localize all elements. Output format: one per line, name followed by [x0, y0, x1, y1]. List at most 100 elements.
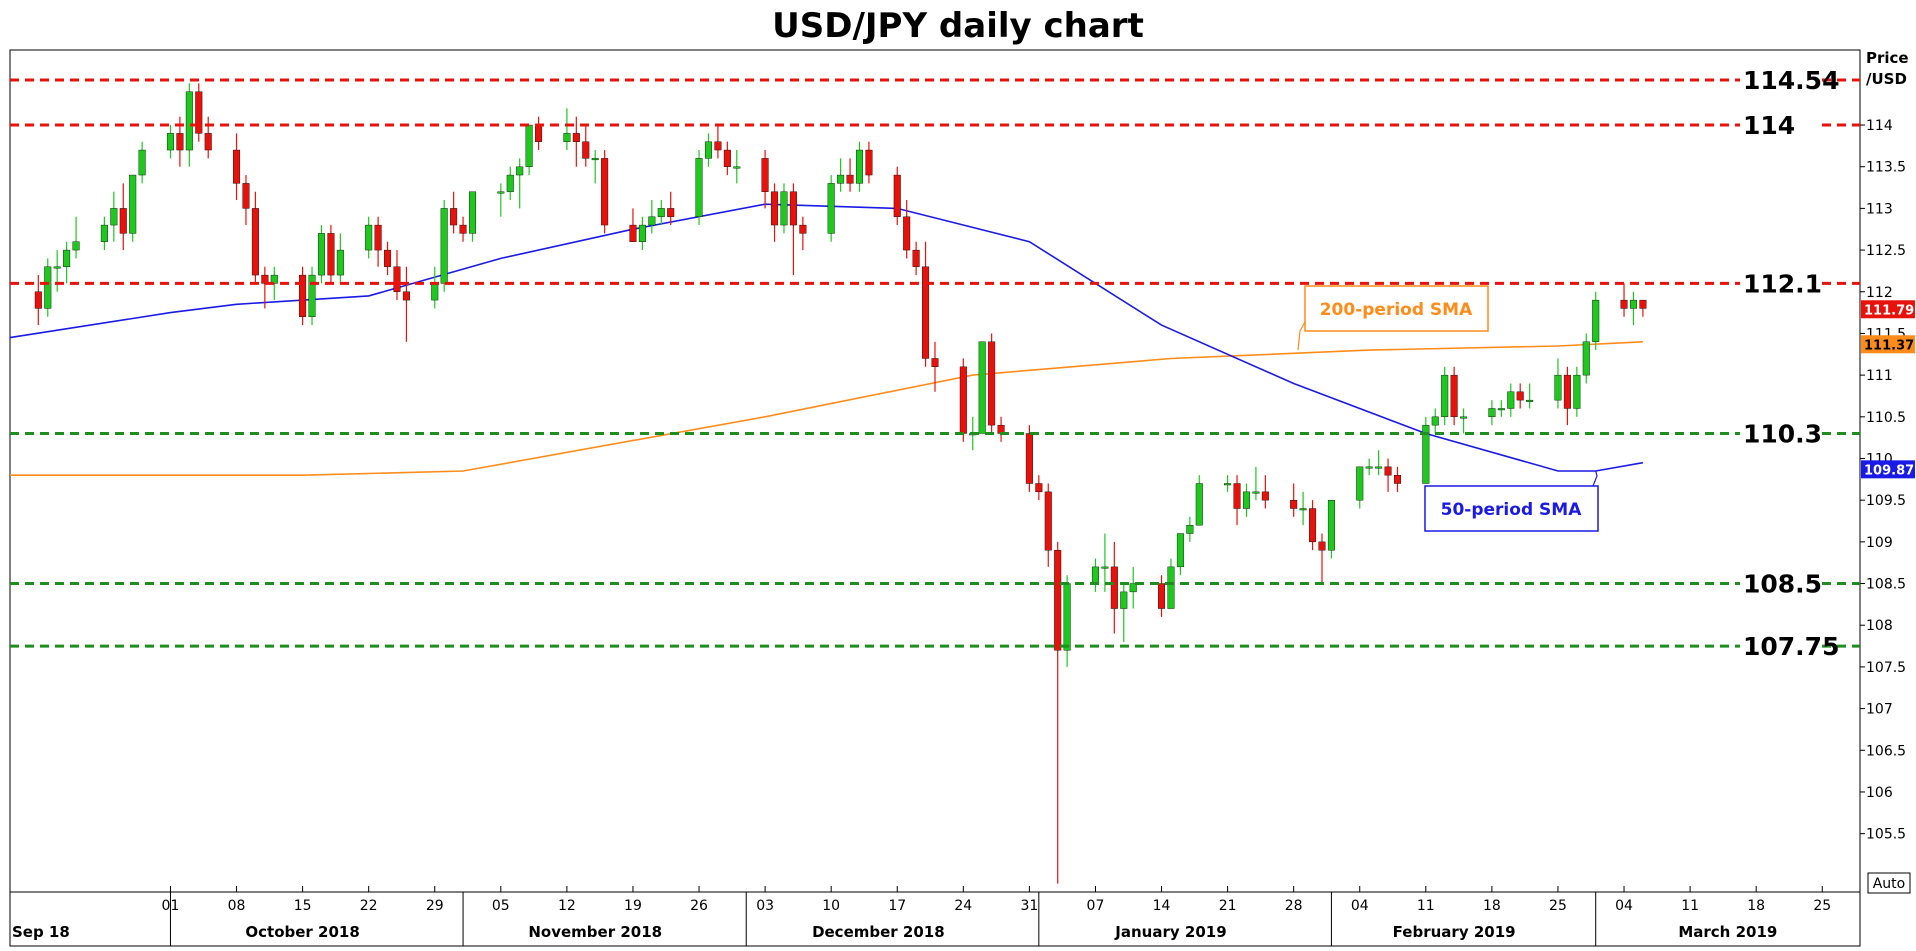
candle-body [72, 241, 80, 251]
x-tick-label: 01 [162, 898, 180, 914]
candle-body [1054, 549, 1062, 651]
candle [525, 124, 533, 176]
x-tick-label: 03 [756, 898, 774, 914]
x-tick-label: 04 [1615, 898, 1633, 914]
x-month-label: Sep 18 [12, 923, 70, 941]
candle-body [374, 224, 382, 251]
candle [233, 133, 241, 201]
candle-body [1365, 466, 1373, 469]
candle [450, 191, 458, 234]
candle-body [563, 133, 571, 142]
candle-body [657, 208, 665, 217]
x-tick-label: 31 [1020, 898, 1038, 914]
candle-body [629, 224, 637, 242]
candle-body [44, 266, 52, 309]
candle-body [1044, 491, 1052, 551]
candle-body [714, 141, 722, 151]
candle-body [799, 224, 807, 234]
candle-body [1309, 508, 1317, 543]
candle-body [34, 291, 42, 309]
candle [100, 216, 108, 251]
y-tick-label: 113.5 [1866, 160, 1906, 176]
candle [771, 183, 779, 242]
auto-scale-box [1867, 872, 1911, 894]
candle-body [261, 274, 269, 284]
candle [1516, 383, 1524, 409]
candle-body [53, 266, 61, 269]
candle-body [119, 208, 127, 234]
candle [1460, 408, 1468, 434]
price-badge [1861, 460, 1915, 479]
candle-body [601, 158, 609, 226]
x-tick-label: 14 [1153, 898, 1171, 914]
candle [1110, 541, 1118, 634]
candle-body [761, 158, 769, 192]
y-tick-label: 109 [1866, 535, 1893, 551]
annotation-box-sma50 [1424, 485, 1599, 532]
candle [166, 125, 174, 159]
candle-body [251, 208, 259, 276]
candle-body [582, 141, 590, 159]
y-tick-label: 112 [1866, 285, 1893, 301]
x-tick-label: 19 [624, 898, 642, 914]
candle [251, 191, 259, 284]
candle [1318, 533, 1326, 584]
candle [242, 175, 250, 226]
candle [1393, 466, 1402, 492]
candle-body [317, 233, 325, 276]
candle-body [431, 283, 439, 301]
candle [1526, 383, 1534, 409]
y-axis: 114113.5113112.5112111.5111110.5110109.5… [1860, 49, 1911, 894]
candle [1441, 366, 1449, 426]
candle [327, 225, 335, 284]
y-tick-label: 114 [1866, 118, 1893, 134]
candle-body [1101, 566, 1109, 569]
candle [1365, 458, 1373, 476]
candle [516, 158, 524, 209]
y-unit-label: /USD [1866, 70, 1907, 88]
candle [893, 166, 901, 226]
candle-body [1129, 583, 1137, 593]
candle-body [865, 149, 873, 176]
candle [365, 216, 373, 259]
candle [1290, 483, 1298, 517]
candle [865, 141, 873, 184]
candle [44, 258, 52, 317]
candle-body [1620, 299, 1628, 309]
candle [34, 275, 42, 326]
candle [629, 208, 637, 242]
x-month-label: October 2018 [245, 923, 359, 941]
candle-body [1299, 508, 1307, 511]
candle-body [1186, 524, 1194, 534]
candle [468, 191, 477, 242]
candle [1035, 475, 1043, 501]
candle [1507, 383, 1515, 417]
candle-body [185, 91, 193, 151]
candle-body [402, 291, 410, 301]
candle-body [667, 208, 675, 217]
candle [638, 216, 646, 251]
x-tick-label: 18 [1483, 898, 1501, 914]
candle [440, 200, 448, 292]
candle-body [988, 341, 996, 426]
x-tick-label: 26 [690, 898, 708, 914]
candle [846, 158, 854, 192]
candle [959, 358, 967, 442]
candle-body [903, 216, 911, 251]
candle-body [1450, 374, 1458, 418]
candle-body [459, 224, 467, 234]
candle-body [204, 133, 212, 151]
candle [903, 200, 911, 259]
candle [695, 150, 703, 226]
candle-body [1375, 466, 1383, 469]
x-tick-label: 11 [1681, 898, 1699, 914]
candle-body [1120, 591, 1128, 609]
candle [1422, 416, 1430, 484]
candle-body [1488, 408, 1496, 418]
candle [1054, 541, 1062, 884]
y-tick-label: 111 [1866, 368, 1893, 384]
candle [1629, 291, 1637, 326]
x-month-label: November 2018 [528, 923, 662, 941]
candle [931, 341, 939, 392]
candle [855, 141, 863, 192]
